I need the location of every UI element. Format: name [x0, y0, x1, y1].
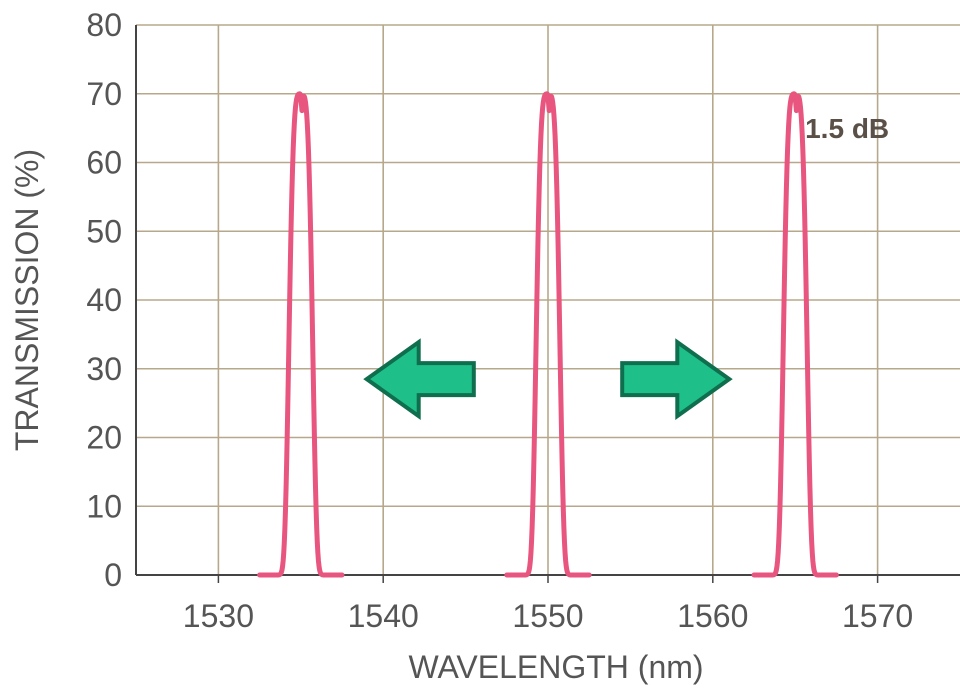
- y-tick-label: 60: [86, 145, 122, 181]
- y-tick-label: 20: [86, 420, 122, 456]
- y-tick-label: 40: [86, 282, 122, 318]
- transmission-peak: [257, 91, 345, 578]
- axes: 0 10 20 30 40 50 60 70 80 1530 1540 1550 1560 1570: [86, 7, 960, 634]
- grid: [136, 24, 960, 575]
- x-tick-label: 1530: [183, 598, 254, 634]
- y-tick-label: 50: [86, 213, 122, 249]
- y-tick-label: 70: [86, 76, 122, 112]
- arrow-left-icon: [363, 338, 476, 420]
- y-tick-label: 10: [86, 488, 122, 524]
- x-axis-title: WAVELENGTH (nm): [408, 649, 703, 685]
- x-tick-label: 1570: [842, 598, 913, 634]
- y-tick-label: 0: [104, 557, 122, 593]
- x-tick-label: 1540: [348, 598, 419, 634]
- transmission-peak: [751, 91, 839, 578]
- labels: WAVELENGTH (nm) TRANSMISSION (%) 1.5 dB: [9, 113, 889, 685]
- x-tick-label: 1550: [512, 598, 583, 634]
- arrows: [363, 338, 733, 420]
- x-tick-label: 1560: [677, 598, 748, 634]
- series-layer: [257, 91, 839, 578]
- y-tick-label: 30: [86, 351, 122, 387]
- annotation-1-5-db: 1.5 dB: [805, 113, 889, 144]
- y-axis-title: TRANSMISSION (%): [9, 149, 45, 451]
- transmission-peak: [504, 91, 592, 578]
- y-tick-label: 80: [86, 7, 122, 43]
- arrow-right-icon: [620, 338, 733, 420]
